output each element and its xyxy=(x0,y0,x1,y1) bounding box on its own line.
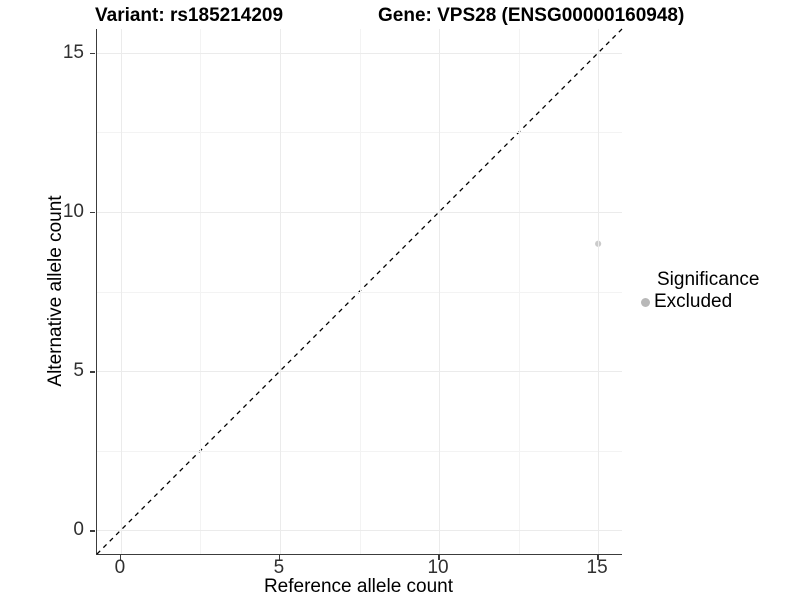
minor-gridline xyxy=(518,29,520,554)
x-tick-label: 5 xyxy=(273,557,285,578)
y-tick-label: 5 xyxy=(73,360,84,382)
major-gridline xyxy=(97,52,622,54)
y-tick-label: 15 xyxy=(62,41,84,63)
major-gridline xyxy=(97,371,622,373)
y-axis-tick xyxy=(90,211,95,214)
major-gridline xyxy=(120,29,122,554)
x-axis-title: Reference allele count xyxy=(263,576,454,597)
x-axis-tick xyxy=(119,555,122,560)
legend-title: Significance xyxy=(657,269,760,290)
x-axis-tick xyxy=(278,555,281,560)
y-axis-tick xyxy=(90,52,95,55)
major-gridline xyxy=(439,29,441,554)
plot-title-gene: Gene: VPS28 (ENSG00000160948) xyxy=(378,5,685,26)
x-tick-label: 0 xyxy=(114,557,126,578)
legend: Significance Excluded xyxy=(641,270,759,311)
y-tick-label: 0 xyxy=(73,519,84,541)
major-gridline xyxy=(279,29,281,554)
x-tick-label: 15 xyxy=(586,557,608,578)
minor-gridline xyxy=(97,291,622,293)
major-gridline xyxy=(97,530,622,532)
y-axis-tick xyxy=(90,371,95,373)
y-axis-title: Alternative allele count xyxy=(45,195,66,387)
major-gridline xyxy=(97,211,622,213)
x-axis-tick xyxy=(597,555,599,560)
legend-item-excluded: Excluded xyxy=(641,291,759,312)
minor-gridline xyxy=(97,132,622,134)
x-axis-tick xyxy=(438,555,440,560)
x-tick-label: 10 xyxy=(427,557,449,578)
y-axis-tick xyxy=(90,530,95,532)
plot-panel xyxy=(96,28,623,555)
major-gridline xyxy=(598,29,600,554)
y-tick-label: 10 xyxy=(62,200,84,222)
plot-title-variant: Variant: rs185214209 xyxy=(95,5,284,26)
legend-point-icon xyxy=(641,297,650,307)
legend-item-label: Excluded xyxy=(654,291,733,312)
